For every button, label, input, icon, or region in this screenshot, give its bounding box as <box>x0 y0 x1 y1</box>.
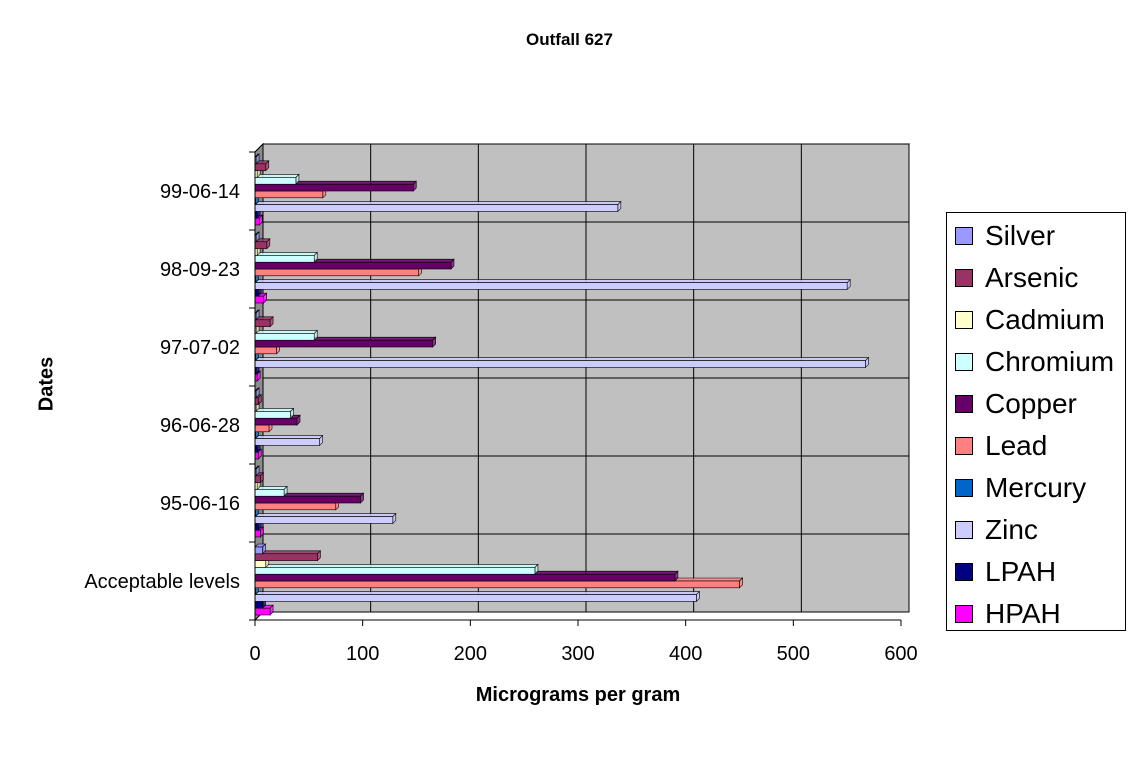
bar-copper-97-07-02 <box>254 339 433 348</box>
legend-label: Zinc <box>985 514 1038 545</box>
bar-hpah-99-06-14 <box>254 217 260 226</box>
legend-swatch <box>955 227 973 245</box>
bar-chromium-97-07-02 <box>254 333 315 341</box>
bar-copper-96-06-28 <box>254 417 298 426</box>
bar-lead-98-09-23 <box>254 268 419 277</box>
x-tick-label: 500 <box>777 643 810 665</box>
bar-lpah-acceptable-levels <box>254 601 263 609</box>
legend-label: Cadmium <box>985 304 1105 335</box>
legend-swatch <box>955 395 973 413</box>
bar-lead-99-06-14 <box>254 190 324 199</box>
legend-item-chromium: Chromium <box>955 344 1114 380</box>
y-tick-label: 97-07-02 <box>160 337 240 359</box>
bar-zinc-acceptable-levels-top <box>254 591 701 595</box>
x-axis-label: Micrograms per gram <box>475 684 681 706</box>
bar-arsenic-95-06-16 <box>254 475 261 483</box>
bar-copper-95-06-16 <box>254 495 361 504</box>
legend-swatch <box>955 311 973 329</box>
legend-label: Lead <box>985 430 1048 461</box>
bar-chromium-99-06-14-top <box>254 174 300 178</box>
bar-zinc-97-07-02 <box>254 360 866 368</box>
bar-zinc-99-06-14-top <box>254 201 622 205</box>
bar-chromium-99-06-14 <box>254 177 297 185</box>
bar-lead-96-06-28 <box>254 424 270 433</box>
legend-swatch <box>955 353 973 371</box>
bar-chromium-96-06-28-top <box>254 408 295 412</box>
bar-chromium-acceptable-levels <box>254 567 536 575</box>
bar-chromium-96-06-28 <box>254 411 291 419</box>
y-tick-label: 96-06-28 <box>160 415 240 437</box>
legend-item-hpah: HPAH <box>955 596 1061 632</box>
bar-chromium-95-06-16 <box>254 489 285 497</box>
bar-arsenic-acceptable-levels <box>254 553 318 561</box>
legend-swatch <box>955 269 973 287</box>
bar-zinc-acceptable-levels <box>254 594 697 602</box>
legend-item-mercury: Mercury <box>955 470 1086 506</box>
legend-item-lead: Lead <box>955 428 1047 464</box>
bar-lead-97-07-02 <box>254 346 277 355</box>
bar-copper-99-06-14 <box>254 183 414 192</box>
legend-label: Silver <box>985 220 1056 251</box>
bar-copper-acceptable-levels <box>254 573 676 582</box>
bar-zinc-98-09-23 <box>254 282 848 290</box>
bar-chromium-98-09-23-top <box>254 252 318 256</box>
chart-legend: Silver Arsenic Cadmium Chromium Copper Lead Me… <box>946 212 1126 631</box>
legend-swatch <box>955 605 973 623</box>
bar-hpah-acceptable-levels <box>254 607 271 616</box>
legend-label: LPAH <box>985 556 1057 587</box>
bar-zinc-97-07-02-top <box>254 357 870 361</box>
legend-swatch <box>955 437 973 455</box>
bar-silver-acceptable-levels <box>254 546 263 555</box>
legend-item-copper: Copper <box>955 386 1077 422</box>
y-tick-label: Acceptable levels <box>84 571 240 593</box>
bar-hpah-95-06-16 <box>254 529 261 538</box>
bar-zinc-99-06-14 <box>254 204 619 212</box>
y-tick-label: 98-09-23 <box>160 259 240 281</box>
legend-item-silver: Silver <box>955 218 1055 254</box>
bar-chromium-98-09-23 <box>254 255 315 263</box>
bar-arsenic-97-07-02 <box>254 319 271 327</box>
bar-lead-95-06-16 <box>254 502 337 511</box>
legend-swatch <box>955 479 973 497</box>
x-tick-label: 200 <box>454 643 487 665</box>
bar-cadmium-acceptable-levels <box>254 560 267 568</box>
legend-swatch <box>955 521 973 539</box>
legend-item-cadmium: Cadmium <box>955 302 1105 338</box>
legend-item-zinc: Zinc <box>955 512 1038 548</box>
chart-title: Outfall 627 <box>526 30 613 49</box>
legend-swatch <box>955 563 973 581</box>
legend-item-arsenic: Arsenic <box>955 260 1078 296</box>
y-axis-label: Dates <box>35 356 58 412</box>
legend-label: Copper <box>985 388 1077 419</box>
x-tick-label: 400 <box>669 643 702 665</box>
bar-chromium-97-07-02-top <box>254 330 318 334</box>
legend-label: Chromium <box>985 346 1115 377</box>
legend-label: Arsenic <box>985 262 1079 293</box>
bar-hpah-98-09-23 <box>254 295 264 304</box>
x-tick-label: 600 <box>884 643 917 665</box>
bar-zinc-95-06-16-top <box>254 513 397 517</box>
y-tick-label: 99-06-14 <box>160 181 240 203</box>
x-tick-label: 300 <box>561 643 594 665</box>
bar-zinc-96-06-28-top <box>254 435 324 439</box>
bar-chromium-acceptable-levels-top <box>254 564 539 568</box>
legend-item-lpah: LPAH <box>955 554 1056 590</box>
y-tick-label: 95-06-16 <box>160 493 240 515</box>
x-tick-label: 100 <box>346 643 379 665</box>
bar-zinc-98-09-23-top <box>254 279 851 283</box>
bar-arsenic-99-06-14 <box>254 163 267 171</box>
bar-copper-98-09-23 <box>254 261 452 270</box>
legend-label: HPAH <box>985 598 1061 629</box>
legend-label: Mercury <box>985 472 1087 503</box>
bar-arsenic-98-09-23 <box>254 241 268 249</box>
bar-zinc-96-06-28 <box>254 438 320 446</box>
bar-zinc-95-06-16 <box>254 516 394 524</box>
x-tick-label: 0 <box>249 643 260 665</box>
bar-lead-acceptable-levels <box>254 580 740 589</box>
